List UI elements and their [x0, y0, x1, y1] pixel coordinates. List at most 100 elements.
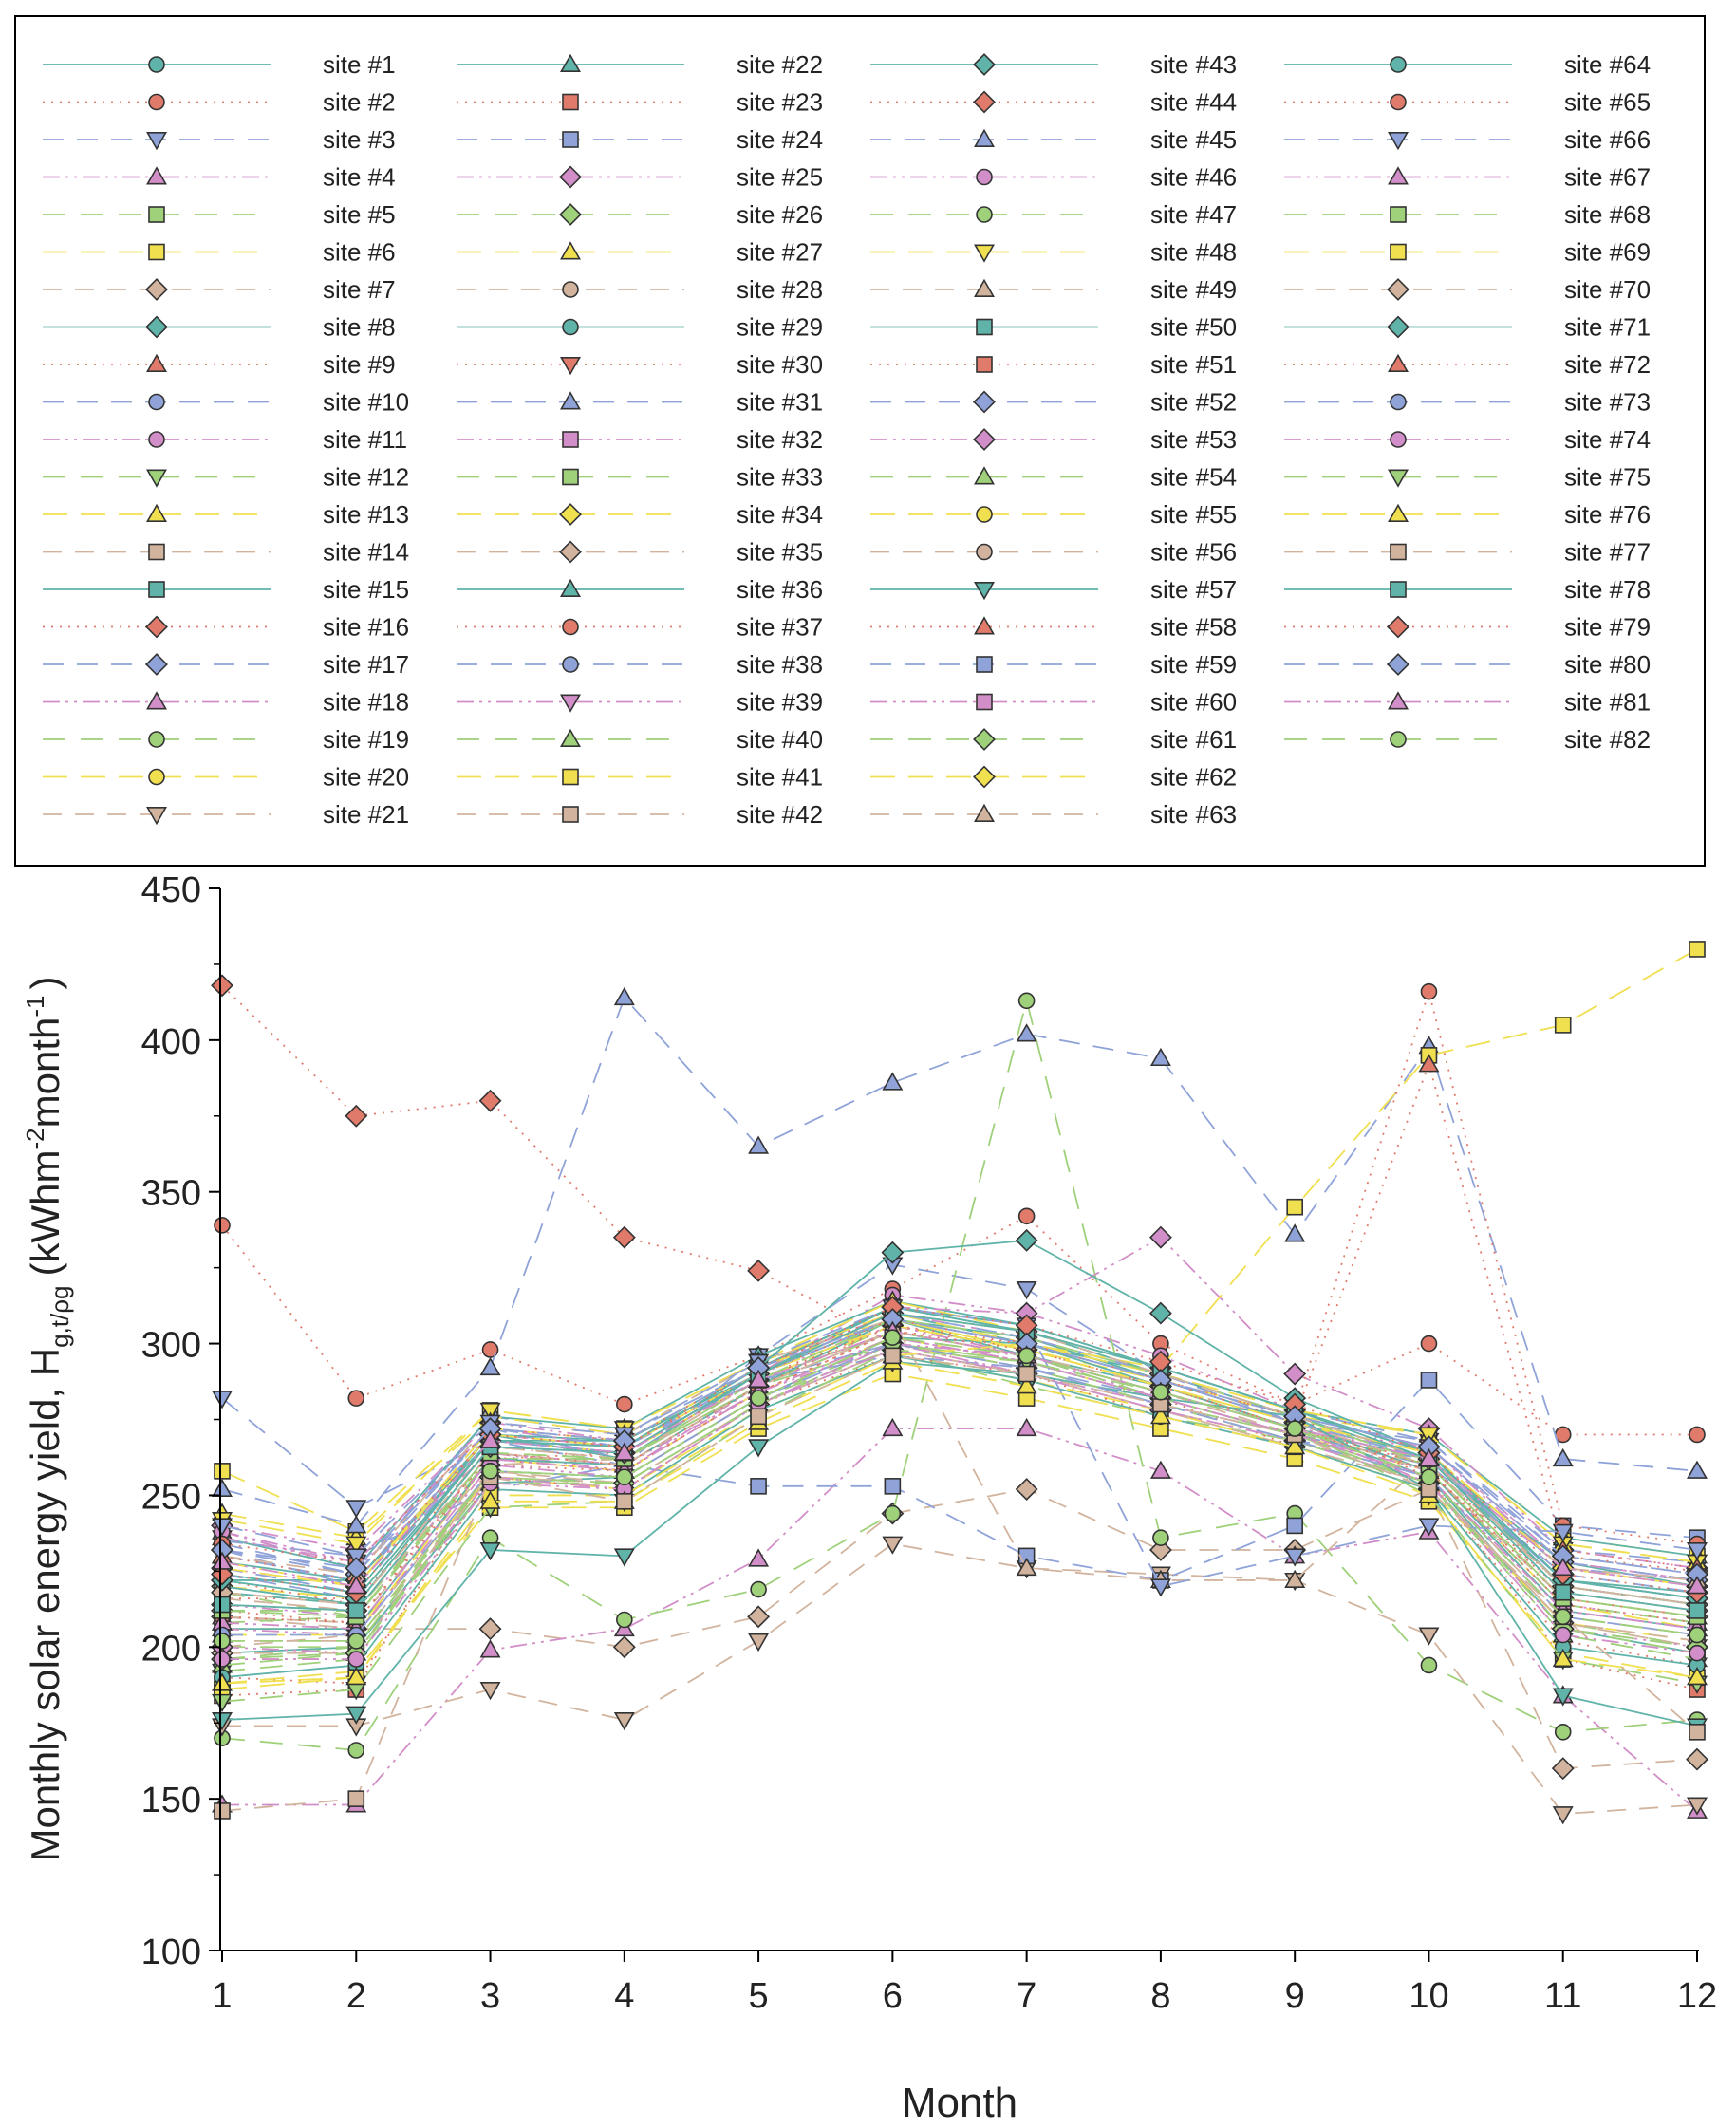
legend-marker	[146, 132, 167, 151]
legend-marker	[148, 206, 165, 223]
legend-label: site #44	[1150, 88, 1237, 117]
data-point	[1689, 941, 1706, 958]
data-point	[748, 1439, 770, 1458]
data-point	[345, 1576, 367, 1595]
legend-marker	[1390, 543, 1407, 561]
legend-label: site #11	[323, 425, 407, 454]
y-tick-label: 100	[141, 1932, 201, 1972]
data-point	[1149, 1047, 1171, 1067]
legend-entry: site #61	[870, 725, 1237, 754]
data-point	[347, 1790, 365, 1807]
data-point	[1551, 1757, 1575, 1781]
legend-label: site #77	[1564, 538, 1651, 567]
y-tick-label: 200	[141, 1629, 201, 1669]
legend-marker	[976, 693, 993, 711]
data-point	[1552, 1648, 1574, 1668]
legend-label: site #69	[1564, 238, 1651, 267]
legend-entry: site #31	[457, 388, 823, 417]
legend-marker	[973, 53, 996, 76]
legend-entry: site #5	[43, 200, 396, 229]
series-line	[222, 1318, 1698, 1631]
data-point	[1016, 1281, 1037, 1300]
y-axis-title-unit-open: (kWhm	[23, 1150, 67, 1277]
legend-marker	[562, 431, 579, 448]
series-line	[221, 1318, 1698, 1588]
series-line	[222, 1336, 1698, 1642]
legend-marker	[560, 241, 581, 260]
legend-label: site #20	[323, 763, 409, 792]
legend-entry: site #16	[43, 613, 409, 642]
x-tick-label: 6	[883, 1976, 903, 2016]
data-point	[1689, 1426, 1706, 1444]
x-tick-label: 1	[212, 1976, 232, 2016]
series-line	[221, 1318, 1698, 1576]
legend-label: site #65	[1564, 88, 1651, 117]
legend-entry: site #8	[43, 313, 396, 342]
legend-entry: site #38	[457, 650, 823, 679]
data-point	[1016, 1417, 1037, 1437]
legend-label: site #10	[323, 388, 409, 417]
data-point	[347, 1633, 365, 1650]
series-line	[221, 1061, 1698, 1581]
legend-label: site #42	[737, 800, 823, 829]
data-point	[1689, 1644, 1706, 1662]
legend-marker	[560, 53, 581, 72]
legend-label: site #5	[323, 200, 396, 229]
legend-marker	[562, 618, 579, 636]
data-point	[613, 1548, 635, 1567]
legend-marker	[974, 803, 995, 823]
data-point	[1148, 1539, 1172, 1561]
legend-label: site #73	[1564, 388, 1651, 417]
series-line	[221, 1342, 1698, 1618]
legend-marker	[1390, 581, 1407, 598]
data-point	[884, 1347, 902, 1365]
data-point	[616, 1493, 633, 1510]
legend-box	[14, 15, 1706, 867]
data-point	[347, 1602, 365, 1619]
legend-marker	[1390, 93, 1407, 111]
legend-label: site #56	[1150, 538, 1237, 567]
legend-marker	[974, 244, 995, 263]
y-axis-title: Monthly solar energy yield, Hg,t/ρg (kWhm…	[21, 977, 74, 1862]
legend-entry: site #39	[457, 688, 823, 717]
legend-entry: site #42	[457, 800, 823, 829]
data-point	[1283, 1362, 1307, 1386]
legend-entry: site #48	[870, 238, 1237, 267]
y-axis-ticks: 100 150 200 250 300 350 400 450	[141, 870, 220, 1972]
legend-entry: site #15	[43, 575, 409, 604]
series-line	[221, 1324, 1698, 1588]
data-point	[1420, 1468, 1438, 1486]
legend-label: site #26	[737, 200, 823, 229]
x-tick-label: 9	[1285, 1976, 1305, 2016]
data-point	[1015, 1228, 1038, 1252]
data-point	[214, 1651, 231, 1668]
series-8	[211, 1301, 1708, 1604]
series-line	[221, 1360, 1698, 1685]
x-tick-label: 4	[614, 1976, 634, 2016]
legend-entry: site #68	[1284, 200, 1651, 229]
legend-label: site #63	[1150, 800, 1237, 829]
data-point	[613, 1442, 635, 1461]
legend-entry: site #10	[43, 388, 409, 417]
data-point	[1420, 1656, 1438, 1674]
legend-marker	[976, 543, 993, 561]
legend-label: site #1	[323, 50, 396, 79]
data-point	[1687, 1797, 1708, 1816]
series-line	[221, 1312, 1698, 1612]
data-point	[347, 1742, 365, 1759]
legend-marker	[562, 806, 579, 823]
data-point	[882, 1072, 904, 1091]
legend-entry: site #36	[457, 575, 823, 604]
legend-marker	[560, 356, 581, 376]
legend-entry: site #20	[43, 763, 409, 792]
y-axis-title-exp2: -1	[21, 996, 49, 1017]
data-point	[1148, 1225, 1172, 1249]
legend-entry: site #30	[457, 350, 823, 379]
series-line	[222, 1428, 1698, 1812]
series-80	[211, 1308, 1708, 1586]
legend-entry: site #52	[870, 388, 1237, 417]
data-point	[1286, 1198, 1303, 1216]
data-point	[1554, 1583, 1572, 1601]
data-point	[212, 1518, 233, 1537]
legend-label: site #2	[323, 88, 396, 117]
